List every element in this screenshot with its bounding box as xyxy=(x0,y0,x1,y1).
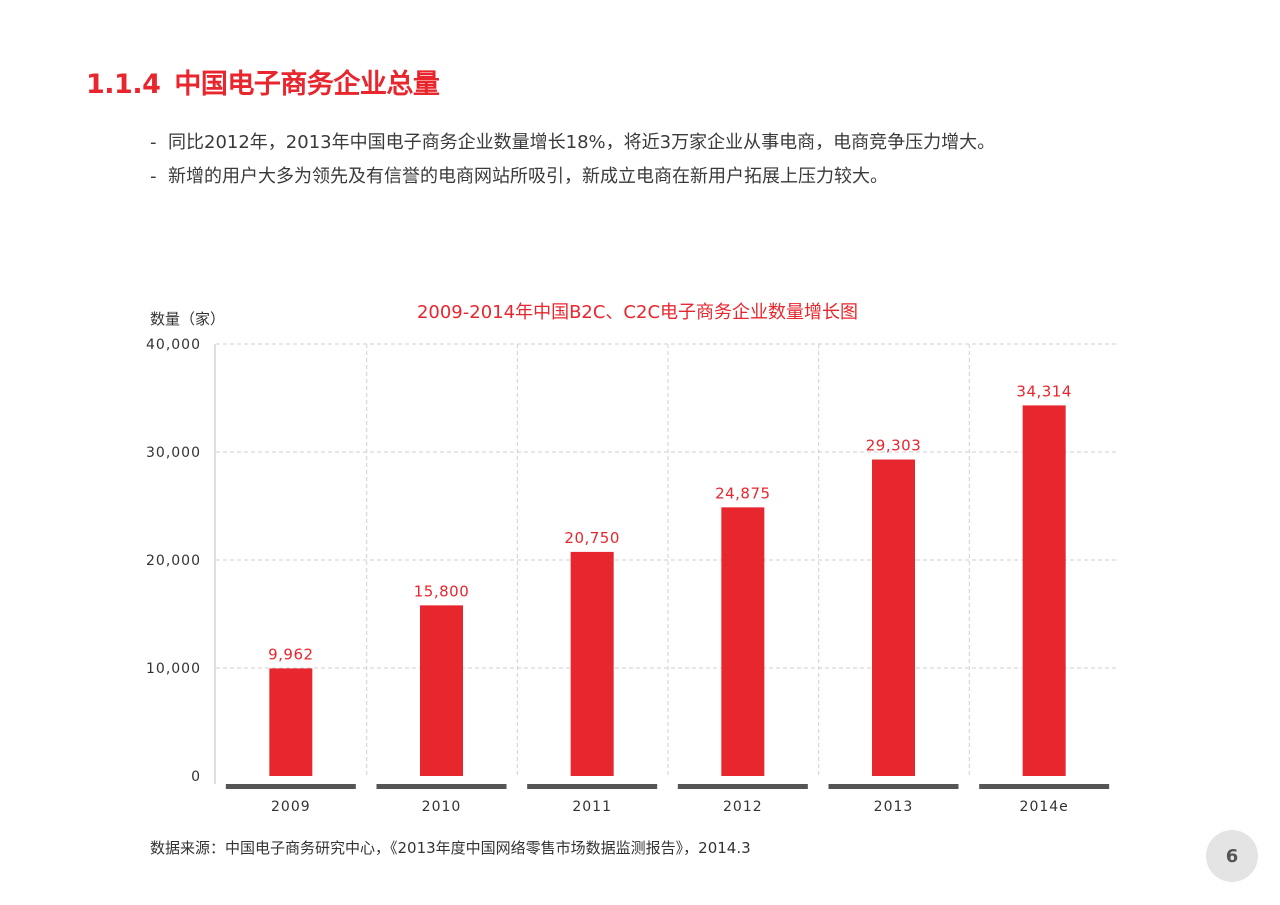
bar xyxy=(570,551,614,776)
bullet-marker: - xyxy=(150,166,157,187)
bar xyxy=(269,668,313,776)
x-tick-label: 2011 xyxy=(572,799,612,815)
bullet-marker: - xyxy=(150,132,157,153)
section-title: 1.1.4 中国电子商务企业总量 xyxy=(86,62,440,101)
data-label: 34,314 xyxy=(1016,382,1072,400)
bar xyxy=(1022,405,1066,776)
bullet-item: - 新增的用户大多为领先及有信誉的电商网站所吸引，新成立电商在新用户拓展上压力较大… xyxy=(150,160,995,194)
x-tick-label: 2009 xyxy=(271,799,311,815)
data-label: 20,750 xyxy=(564,529,620,547)
x-axis-segment xyxy=(527,784,658,789)
x-tick-label: 2014e xyxy=(1020,799,1069,815)
bullet-text: 同比2012年，2013年中国电子商务企业数量增长18%，将近3万家企业从事电商… xyxy=(168,132,996,153)
summary-bullets: - 同比2012年，2013年中国电子商务企业数量增长18%，将近3万家企业从事电… xyxy=(150,126,995,194)
section-number: 1.1.4 xyxy=(86,69,161,100)
data-label: 9,962 xyxy=(268,645,313,663)
x-tick-label: 2012 xyxy=(723,799,763,815)
bar xyxy=(721,507,765,776)
x-axis-segment xyxy=(828,784,959,789)
x-axis-segment xyxy=(225,784,356,789)
bar xyxy=(420,605,463,776)
section-title-text: 中国电子商务企业总量 xyxy=(174,69,440,100)
data-label: 15,800 xyxy=(414,582,470,600)
x-axis-segment xyxy=(677,784,808,789)
bar xyxy=(872,459,915,776)
page-number-badge: 6 xyxy=(1206,830,1258,882)
data-label: 24,875 xyxy=(715,484,771,502)
y-tick-label: 10,000 xyxy=(146,661,201,677)
x-tick-label: 2013 xyxy=(874,799,914,815)
x-tick-label: 2010 xyxy=(422,799,462,815)
y-tick-label: 30,000 xyxy=(146,445,201,461)
y-tick-label: 20,000 xyxy=(146,553,201,569)
y-tick-label: 40,000 xyxy=(146,337,201,353)
bullet-item: - 同比2012年，2013年中国电子商务企业数量增长18%，将近3万家企业从事电… xyxy=(150,126,995,160)
y-tick-label: 0 xyxy=(191,769,201,785)
data-source-note: 数据来源：中国电子商务研究中心，《2013年度中国网络零售市场数据监测报告》，2… xyxy=(150,839,751,857)
chart-title: 2009-2014年中国B2C、C2C电子商务企业数量增长图 xyxy=(416,302,859,323)
y-axis-label: 数量（家） xyxy=(150,310,226,328)
data-label: 29,303 xyxy=(866,437,922,455)
x-axis-segment xyxy=(376,784,507,789)
x-axis-segment xyxy=(979,784,1110,789)
bullet-text: 新增的用户大多为领先及有信誉的电商网站所吸引，新成立电商在新用户拓展上压力较大。 xyxy=(168,166,888,187)
